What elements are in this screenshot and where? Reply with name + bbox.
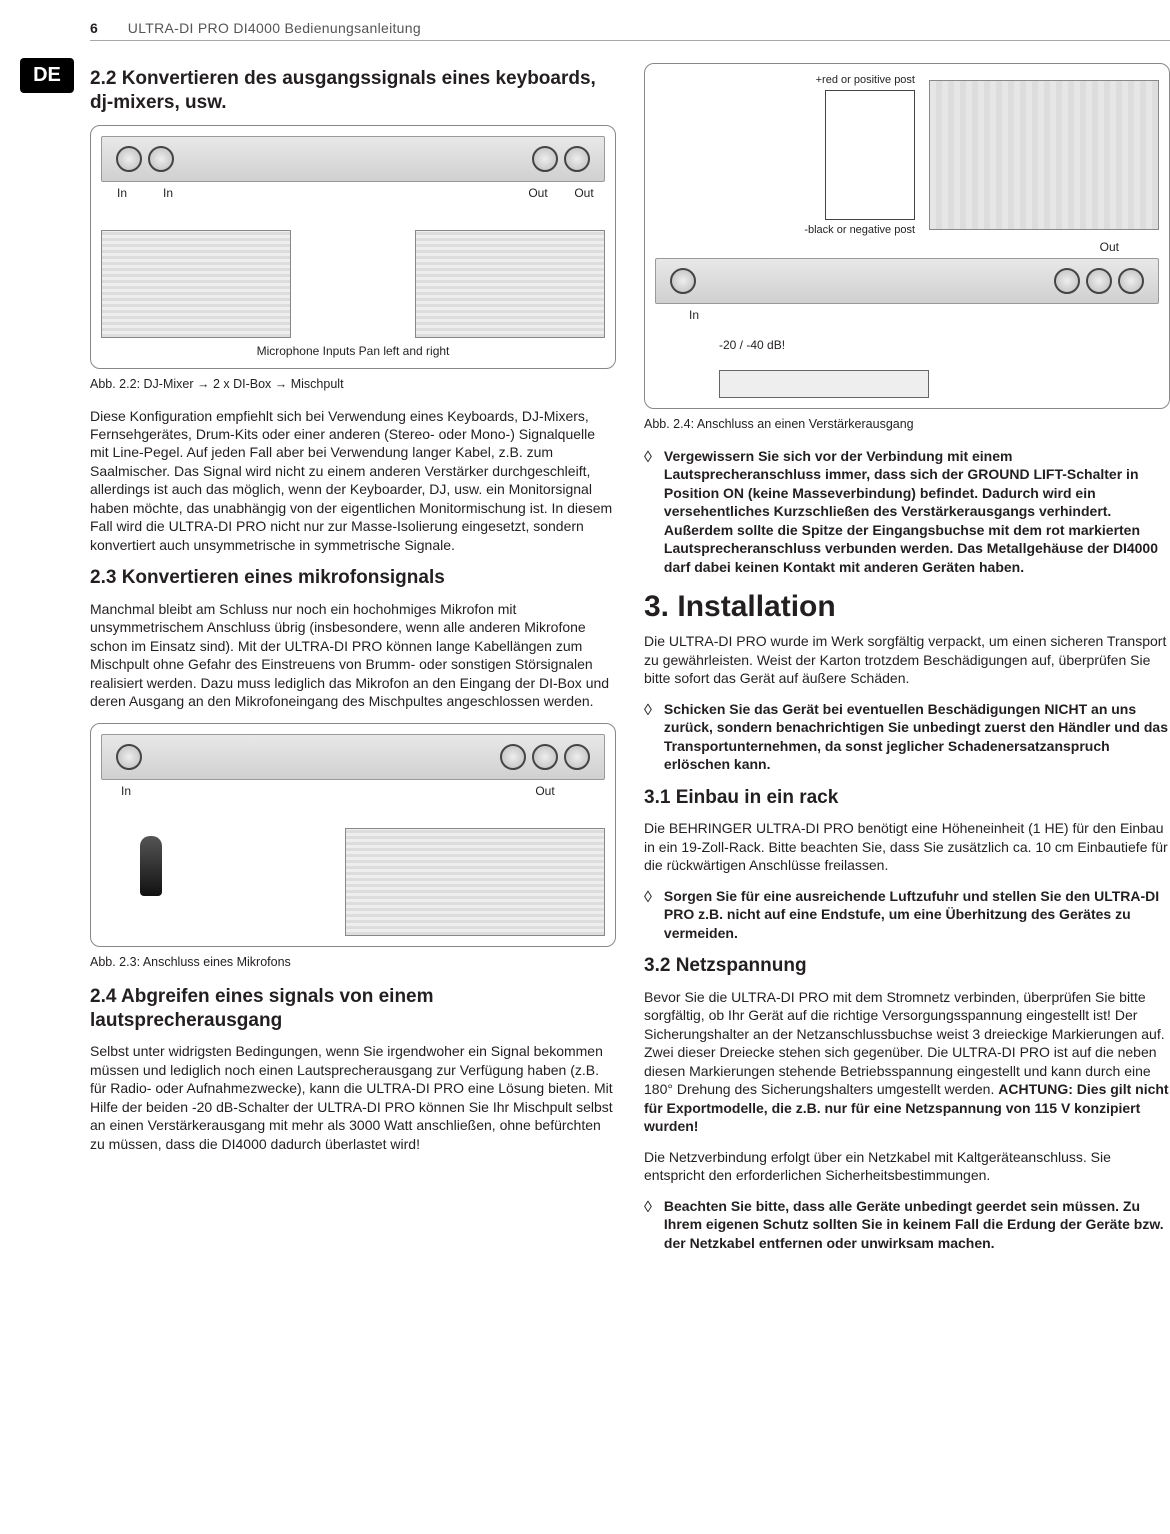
warning-3-1: ◊ Sorgen Sie für eine ausreichende Luftz…: [644, 887, 1170, 942]
diagram-2-3: In Out: [90, 723, 616, 947]
xlr-icon: [564, 146, 590, 172]
label-black-post: -black or negative post: [655, 224, 915, 236]
rack-unit: [101, 136, 605, 182]
microphone-icon: [140, 836, 162, 896]
diagram-subcaption: Microphone Inputs Pan left and right: [101, 344, 605, 358]
xlr-icon: [1086, 268, 1112, 294]
rack-unit: [101, 734, 605, 780]
label-in: In: [689, 308, 1159, 322]
warning-2-4: ◊ Vergewissern Sie sich vor der Verbindu…: [644, 447, 1170, 576]
lang-badge: DE: [20, 58, 74, 93]
diamond-icon: ◊: [644, 447, 652, 576]
label-in: In: [147, 186, 189, 200]
warning-text: Sorgen Sie für eine ausreichende Luftzuf…: [664, 887, 1170, 942]
xlr-icon: [148, 146, 174, 172]
io-labels: In In Out Out: [101, 186, 605, 200]
xlr-icon: [564, 744, 590, 770]
figure-caption-2-4: Abb. 2.4: Anschluss an einen Verstärkera…: [644, 417, 1170, 431]
diagram-2-4: +red or positive post -black or negative…: [644, 63, 1170, 409]
warning-text: Schicken Sie das Gerät bei eventuellen B…: [664, 700, 1170, 774]
page-number: 6: [90, 20, 98, 36]
label-out: Out: [655, 240, 1119, 254]
body-3: Die ULTRA-DI PRO wurde im Werk sorgfälti…: [644, 632, 1170, 687]
doc-title: ULTRA-DI PRO DI4000 Bedienungsanleitung: [128, 20, 421, 36]
left-column: 2.2 Konvertieren des ausgangssignals ein…: [90, 59, 616, 1264]
warning-3: ◊ Schicken Sie das Gerät bei eventuellen…: [644, 700, 1170, 774]
header: 6 ULTRA-DI PRO DI4000 Bedienungsanleitun…: [90, 20, 1170, 41]
mixer-icon: [929, 80, 1159, 230]
diamond-icon: ◊: [644, 1197, 652, 1252]
xlr-icon: [670, 268, 696, 294]
section-3-2-title: 3.2 Netzspannung: [644, 954, 1170, 978]
section-2-3-title: 2.3 Konvertieren eines mikrofonsignals: [90, 566, 616, 590]
label-red-post: +red or positive post: [655, 74, 915, 86]
figure-caption-2-3: Abb. 2.3: Anschluss eines Mikrofons: [90, 955, 616, 969]
xlr-icon: [1054, 268, 1080, 294]
body-2-2: Diese Konfiguration empfiehlt sich bei V…: [90, 407, 616, 555]
diamond-icon: ◊: [644, 887, 652, 942]
label-pad: -20 / -40 dB!: [719, 338, 1159, 352]
xlr-icon: [116, 744, 142, 770]
xlr-icon: [532, 146, 558, 172]
chapter-3-title: 3. Installation: [644, 590, 1170, 624]
xlr-icon: [532, 744, 558, 770]
body-2-4: Selbst unter widrigsten Bedingungen, wen…: [90, 1042, 616, 1153]
amplifier-icon: [719, 370, 929, 398]
figure-caption-2-2: Abb. 2.2: DJ-Mixer → 2 x DI-Box → Mischp…: [90, 377, 616, 391]
rack-unit: [655, 258, 1159, 304]
mixer-icon: [415, 230, 605, 338]
label-out: Out: [485, 784, 605, 798]
xlr-icon: [116, 146, 142, 172]
body-2-3: Manchmal bleibt am Schluss nur noch ein …: [90, 600, 616, 711]
warning-text: Vergewissern Sie sich vor der Verbindung…: [664, 447, 1170, 576]
xlr-icon: [500, 744, 526, 770]
mixer-icon: [345, 828, 605, 936]
body-3-1: Die BEHRINGER ULTRA-DI PRO benötigt eine…: [644, 819, 1170, 874]
warning-3-2: ◊ Beachten Sie bitte, dass alle Geräte u…: [644, 1197, 1170, 1252]
label-out: Out: [563, 186, 605, 200]
section-3-1-title: 3.1 Einbau in ein rack: [644, 786, 1170, 810]
label-in: In: [101, 186, 143, 200]
body-3-2a: Bevor Sie die ULTRA-DI PRO mit dem Strom…: [644, 988, 1170, 1136]
xlr-icon: [1118, 268, 1144, 294]
diagram-2-2: In In Out Out Microphone Inputs Pan left…: [90, 125, 616, 369]
section-2-2-title: 2.2 Konvertieren des ausgangssignals ein…: [90, 67, 616, 115]
body-3-2b: Die Netzverbindung erfolgt über ein Netz…: [644, 1148, 1170, 1185]
speaker-icon: [825, 90, 915, 220]
right-column: +red or positive post -black or negative…: [644, 59, 1170, 1264]
dj-mixer-icon: [101, 230, 291, 338]
warning-text: Beachten Sie bitte, dass alle Geräte unb…: [664, 1197, 1170, 1252]
diamond-icon: ◊: [644, 700, 652, 774]
label-in: In: [101, 784, 151, 798]
section-2-4-title: 2.4 Abgreifen eines signals von einem la…: [90, 985, 616, 1033]
label-out: Out: [517, 186, 559, 200]
